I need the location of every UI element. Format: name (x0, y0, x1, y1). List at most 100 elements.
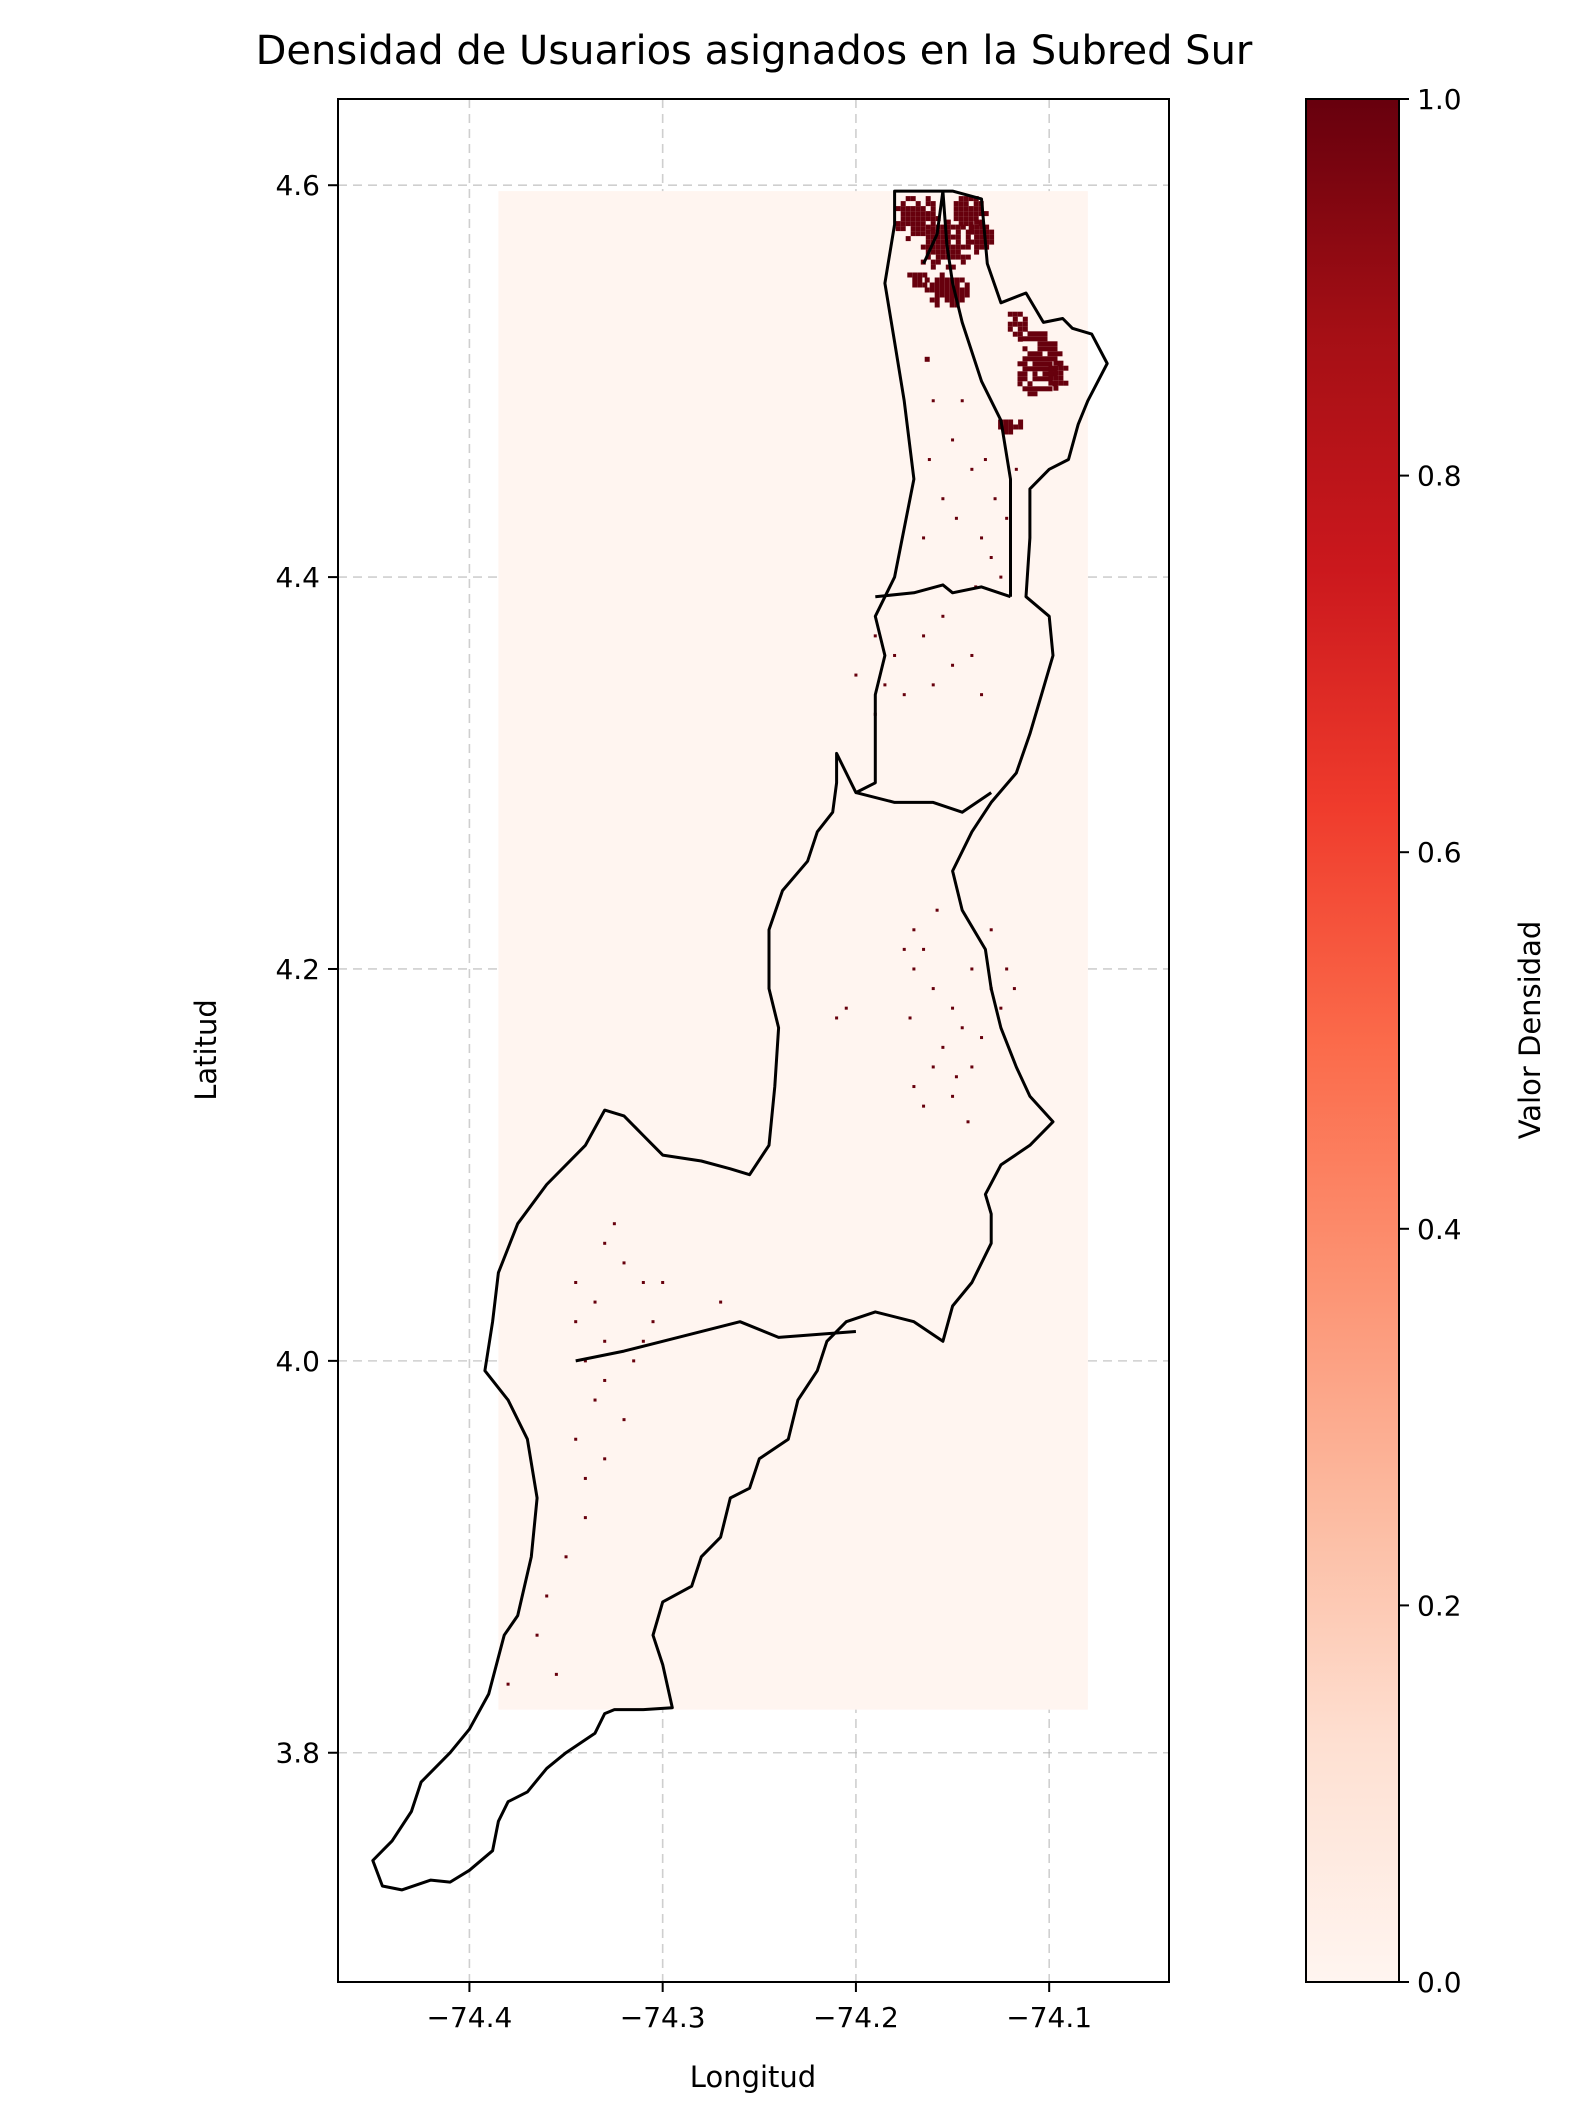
density-point (989, 556, 993, 560)
density-cell (900, 201, 906, 207)
density-point (651, 1320, 655, 1324)
density-point (922, 634, 926, 638)
density-cell (974, 224, 980, 230)
density-cell (912, 272, 918, 278)
density-cell (900, 211, 906, 217)
density-cell (905, 206, 911, 212)
density-point (622, 1418, 626, 1422)
density-cell (1042, 371, 1048, 377)
density-cell (1047, 346, 1053, 352)
density-point (603, 1241, 607, 1245)
density-cell (1022, 376, 1028, 382)
density-cell (895, 221, 901, 227)
density-cell (974, 219, 980, 225)
density-point (1012, 987, 1016, 991)
plot-frame (337, 98, 1170, 1983)
density-cell (1042, 376, 1048, 382)
density-cell (955, 234, 961, 240)
density-cell (1003, 419, 1009, 425)
density-point (912, 967, 916, 971)
density-point (612, 1222, 616, 1226)
density-point (931, 399, 935, 403)
density-cell (1017, 361, 1023, 367)
density-cell (935, 254, 941, 260)
density-cell (1037, 361, 1043, 367)
density-cell (934, 292, 940, 298)
density-cell (1032, 371, 1038, 377)
colorbar-bar (1305, 98, 1400, 1983)
density-cell (1037, 356, 1043, 362)
density-cell (964, 282, 970, 288)
density-cell (958, 201, 964, 207)
density-cell (1007, 311, 1013, 317)
density-point (535, 1633, 539, 1637)
density-cell (954, 282, 960, 288)
density-cell (955, 224, 961, 230)
colorbar-tick-label: 0.4 (1417, 1213, 1462, 1246)
density-cell (1058, 375, 1064, 381)
x-axis-label: Longitud (690, 2060, 816, 2094)
density-cell (944, 277, 950, 283)
colorbar: 0.0 0.2 0.4 0.6 0.8 1.0 Valor Densidad (1305, 83, 1547, 1999)
density-cell (939, 277, 945, 283)
density-point (554, 1672, 558, 1676)
density-cell (1008, 419, 1014, 425)
density-cell (969, 229, 975, 235)
density-cell (934, 297, 940, 303)
density-cell (1027, 336, 1033, 342)
density-cell (1012, 331, 1018, 337)
density-point (960, 1026, 964, 1030)
density-point (999, 1006, 1003, 1010)
density-cell (915, 211, 921, 217)
density-cell (935, 249, 941, 255)
district-divider (575, 1320, 857, 1363)
density-cell (959, 277, 965, 283)
district-divider (875, 583, 1011, 599)
density-cell (1032, 356, 1038, 362)
density-cell (940, 234, 946, 240)
chart-title: Densidad de Usuarios asignados en la Sub… (256, 28, 1253, 74)
density-cell (1057, 351, 1063, 357)
density-cell (963, 206, 969, 212)
density-cell (958, 206, 964, 212)
density-point (545, 1594, 549, 1598)
density-cell (979, 229, 985, 235)
density-point (564, 1555, 568, 1559)
density-point (603, 1378, 607, 1382)
density-cell (929, 287, 935, 293)
density-cell (965, 229, 971, 235)
density-point (912, 928, 916, 932)
density-cell (974, 249, 980, 255)
density-cell (963, 196, 969, 202)
density-cell (930, 259, 936, 265)
density-cell (978, 211, 984, 217)
density-cell (968, 221, 974, 227)
density-cell (925, 239, 931, 245)
colorbar-tick-label: 1.0 (1417, 83, 1462, 116)
density-cell (922, 272, 928, 278)
density-point (661, 1280, 665, 1284)
density-cell (979, 244, 985, 250)
density-cell (920, 216, 926, 222)
density-cell (1042, 341, 1048, 347)
density-cell (954, 292, 960, 298)
density-cell (1008, 424, 1014, 430)
density-cell (1017, 381, 1023, 387)
density-cell (905, 216, 911, 222)
density-point (922, 1104, 926, 1108)
density-cell (935, 234, 941, 240)
density-cell (953, 206, 959, 212)
density-cell (915, 226, 921, 232)
density-cell (945, 264, 951, 270)
density-cell (965, 239, 971, 245)
density-point (960, 399, 964, 403)
density-raster (498, 191, 1088, 1710)
density-cell (954, 287, 960, 293)
density-cell (929, 297, 935, 303)
density-point (574, 1320, 578, 1324)
density-point (941, 1045, 945, 1049)
density-cell (900, 226, 906, 232)
density-cell (1058, 360, 1064, 366)
colorbar-tick-label: 0.0 (1417, 1966, 1462, 1999)
density-cell (979, 234, 985, 240)
